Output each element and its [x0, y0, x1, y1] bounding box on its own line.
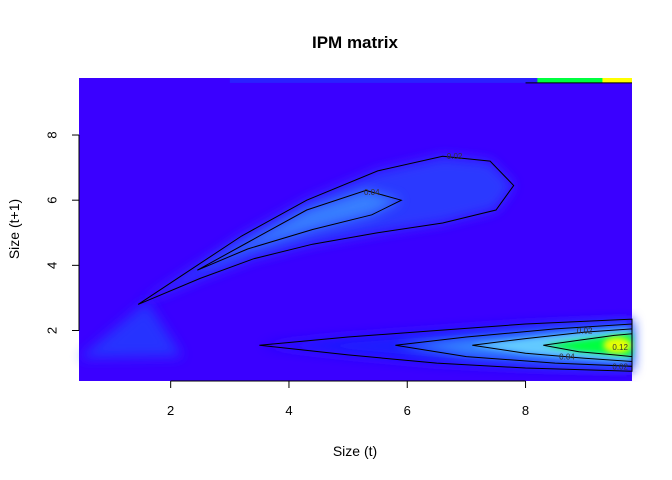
- x-tick-label-0: 2: [167, 403, 174, 418]
- y-axis-label: Size (t+1): [6, 199, 22, 259]
- contour-label-0: 0.02: [447, 152, 463, 161]
- chart-title: IPM matrix: [312, 33, 399, 52]
- x-axis: 2 4 6 8: [167, 380, 529, 418]
- y-tick-label-3: 8: [44, 131, 59, 138]
- y-tick-label-2: 6: [44, 197, 59, 204]
- heat-growth-outer: [138, 156, 514, 305]
- heatmap-surface: [79, 78, 632, 381]
- heat-wedge: [79, 301, 183, 359]
- contour-label-2: 0.02: [577, 327, 593, 336]
- y-tick-label-1: 4: [44, 262, 59, 269]
- y-tick-label-0: 2: [44, 327, 59, 334]
- contour-label-3: 0.04: [559, 353, 575, 362]
- contour-line-5: [543, 333, 633, 358]
- contour-label-1: 0.04: [364, 188, 380, 197]
- heat-peak: [603, 337, 632, 354]
- x-tick-label-1: 4: [285, 403, 292, 418]
- heat-top-strip-high: [537, 78, 632, 83]
- heat-growth-inner: [197, 190, 402, 271]
- contour-label-5: 0.02: [612, 362, 628, 371]
- x-axis-label: Size (t): [333, 443, 377, 459]
- contour-labels: 0.02 0.04 0.02 0.04 0.12 0.02: [364, 152, 629, 371]
- y-axis: 2 4 6 8: [44, 131, 80, 334]
- contour-line-1: [197, 189, 403, 271]
- contour-lines: [137, 82, 633, 372]
- contour-line-0: [137, 155, 515, 305]
- x-tick-label-3: 8: [522, 403, 529, 418]
- contour-label-4: 0.12: [612, 343, 628, 352]
- x-tick-label-2: 6: [404, 403, 411, 418]
- heat-top-strip-peak: [602, 78, 632, 83]
- heat-top-strip: [229, 78, 632, 83]
